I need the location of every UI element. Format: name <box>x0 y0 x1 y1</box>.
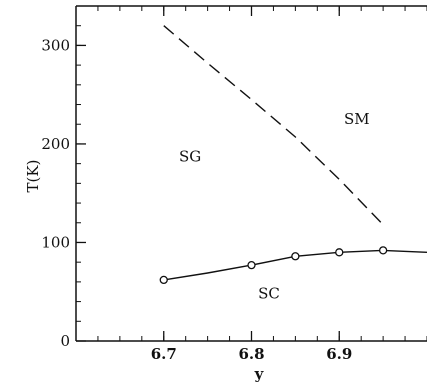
y-tick-label: 100 <box>41 233 70 251</box>
dashed-boundary-line <box>163 25 384 226</box>
x-tick-label: 6.7 <box>151 345 177 363</box>
data-point-marker <box>378 246 388 255</box>
plot-frame <box>75 5 427 342</box>
data-point-marker <box>335 248 344 257</box>
marker-layer <box>159 246 388 285</box>
major-ticks <box>76 6 340 342</box>
y-axis-label: T(K) <box>24 160 42 193</box>
minor-ticks <box>75 6 427 341</box>
y-tick-label: 0 <box>60 332 70 350</box>
x-tick-label: 6.8 <box>238 345 264 363</box>
annotation-layer: SM SG SC <box>179 110 370 302</box>
tick-labels: 6.7 6.8 6.9 0 100 200 300 <box>41 36 352 363</box>
y-tick-label: 300 <box>41 36 70 54</box>
region-label-sm: SM <box>344 110 370 128</box>
series-layer <box>163 25 427 281</box>
x-axis-label: y <box>254 365 265 383</box>
x-tick-label: 6.9 <box>326 345 352 363</box>
region-label-sg: SG <box>179 148 201 166</box>
data-point-marker <box>159 275 168 285</box>
data-point-marker <box>247 260 256 270</box>
data-point-marker <box>291 252 300 261</box>
y-tick-label: 200 <box>41 135 70 153</box>
region-label-sc: SC <box>258 285 280 303</box>
